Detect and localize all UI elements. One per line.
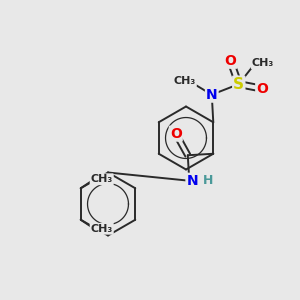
Text: H: H: [203, 174, 213, 187]
Text: N: N: [187, 174, 198, 188]
Text: S: S: [233, 76, 244, 92]
Text: O: O: [170, 127, 182, 141]
Text: CH₃: CH₃: [252, 58, 274, 68]
Text: CH₃: CH₃: [91, 224, 113, 234]
Text: CH₃: CH₃: [174, 76, 196, 86]
Text: O: O: [256, 82, 268, 96]
Text: O: O: [224, 54, 236, 68]
Text: N: N: [206, 88, 218, 102]
Text: CH₃: CH₃: [91, 174, 113, 184]
